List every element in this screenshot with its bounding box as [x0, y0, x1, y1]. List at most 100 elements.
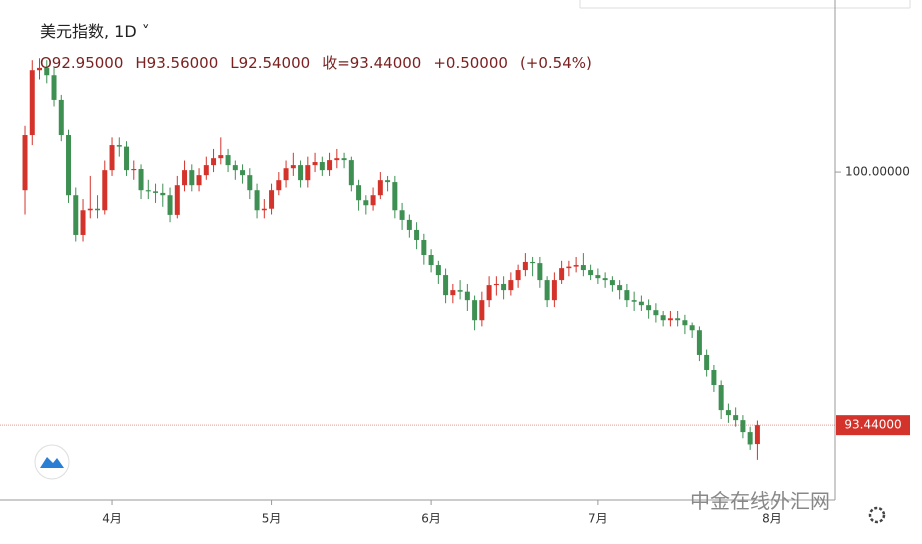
candle-body — [73, 195, 79, 235]
candle-body — [675, 318, 681, 321]
candle-body — [646, 305, 652, 311]
candle-body — [232, 165, 238, 171]
candle-body — [515, 270, 521, 281]
candle-body — [124, 146, 130, 171]
candle-body — [196, 175, 202, 186]
candle-body — [653, 310, 659, 316]
candle-body — [240, 170, 246, 176]
candle-body — [754, 425, 760, 445]
candle-body — [189, 170, 195, 186]
candle-body — [211, 158, 217, 166]
candle-body — [399, 210, 405, 220]
candle-body — [725, 410, 731, 416]
logo-icon — [40, 457, 64, 468]
candle-body — [696, 330, 702, 355]
candle-body — [341, 158, 347, 161]
legend-header: 美元指数, 1D ˅ O92.95000 H93.56000 L92.54000 收=… — [40, 18, 604, 73]
candle-body — [667, 318, 673, 321]
settings-icon[interactable] — [868, 506, 886, 524]
candle-body — [443, 275, 449, 296]
candle-body — [493, 283, 499, 286]
candle-body — [377, 180, 383, 196]
candle-body — [254, 190, 260, 211]
candle-body — [457, 290, 463, 292]
candle-body — [283, 168, 289, 181]
candle-body — [334, 158, 340, 161]
x-tick-label: 4月 — [102, 512, 122, 526]
watermark: 中金在线外汇网 — [690, 489, 830, 513]
candle-body — [203, 165, 209, 176]
candle-body — [247, 175, 253, 191]
candle-body — [160, 192, 166, 196]
candle-body — [319, 162, 325, 171]
ohlc-value: H93.56000 — [135, 54, 219, 72]
candle-body — [138, 168, 144, 191]
candle-body — [102, 170, 108, 211]
candle-body — [414, 229, 420, 240]
x-tick-label: 5月 — [262, 512, 282, 526]
candle-body — [704, 354, 710, 370]
ohlc-legend: O92.95000 H93.56000 L92.54000 收=93.44000 +0.… — [40, 52, 604, 73]
candle-body — [44, 67, 50, 76]
candle-body — [522, 261, 528, 271]
candle-body — [218, 155, 224, 159]
candle-body — [689, 325, 695, 331]
candle-body — [580, 265, 586, 271]
title-text: 美元指数, 1D — [40, 22, 137, 41]
candle-body — [87, 208, 93, 211]
candle-body — [682, 320, 688, 326]
candle-body — [145, 190, 151, 192]
candle-body — [385, 180, 391, 183]
candle-body — [392, 182, 398, 211]
candle-body — [530, 261, 536, 264]
ohlc-value: L92.54000 — [230, 54, 311, 72]
candle-body — [312, 162, 318, 166]
candle-body — [711, 369, 717, 386]
candle-body — [566, 266, 572, 269]
candle-body — [22, 135, 28, 191]
candle-body — [269, 190, 275, 209]
candle-body — [609, 280, 615, 286]
candle-body — [660, 315, 666, 321]
candle-body — [537, 263, 543, 281]
candle-body — [290, 165, 296, 169]
candle-body — [428, 255, 434, 266]
candle-body — [508, 280, 514, 291]
candle-body — [356, 185, 362, 201]
ohlc-value: (+0.54%) — [519, 54, 592, 72]
candle-body — [617, 285, 623, 291]
candle-body — [588, 270, 594, 276]
ohlc-value: +0.50000 — [433, 54, 508, 72]
candle-body — [450, 290, 456, 296]
y-tick-label: 100.00000 — [845, 165, 910, 179]
ohlc-value: O92.95000 — [40, 54, 124, 72]
candle-body — [37, 67, 43, 71]
candle-body — [435, 265, 441, 276]
candle-body — [718, 385, 724, 411]
symbol-title[interactable]: 美元指数, 1D ˅ — [40, 22, 150, 41]
candle-body — [551, 280, 557, 301]
candle-body — [225, 155, 231, 166]
candle-body — [501, 283, 507, 291]
candle-body — [544, 280, 550, 301]
candle-body — [80, 210, 86, 235]
candle-body — [624, 290, 630, 301]
candle-body — [51, 75, 57, 100]
candle-body — [261, 208, 267, 211]
candle-body — [153, 191, 159, 193]
candle-body — [167, 195, 173, 215]
candle-body — [421, 239, 427, 256]
candle-body — [573, 265, 579, 267]
candle-body — [109, 145, 115, 171]
candle-body — [66, 135, 72, 196]
candle-body — [298, 165, 304, 181]
candle-body — [327, 160, 333, 171]
candle-body — [363, 200, 369, 206]
x-tick-label: 7月 — [588, 512, 608, 526]
candle-body — [29, 70, 35, 136]
candle-body — [182, 170, 188, 186]
candle-body — [305, 165, 311, 181]
candle-body — [479, 300, 485, 321]
